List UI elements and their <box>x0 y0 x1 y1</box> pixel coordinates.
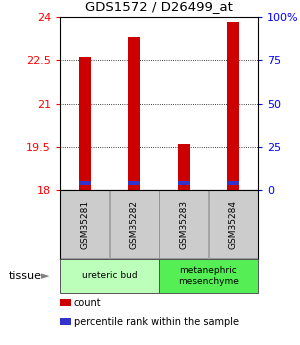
Bar <box>110 190 158 258</box>
Text: GSM35283: GSM35283 <box>179 200 188 249</box>
Bar <box>61 190 109 258</box>
Title: GDS1572 / D26499_at: GDS1572 / D26499_at <box>85 0 233 13</box>
Text: count: count <box>74 298 101 307</box>
Text: GSM35281: GSM35281 <box>80 200 89 249</box>
Text: ►: ► <box>41 271 49 281</box>
Bar <box>178 144 190 190</box>
Bar <box>61 259 158 293</box>
Bar <box>160 190 208 258</box>
Bar <box>227 21 239 190</box>
Bar <box>227 181 239 185</box>
Bar <box>128 181 140 185</box>
Bar <box>178 181 190 185</box>
Text: metanephric
mesenchyme: metanephric mesenchyme <box>178 266 239 286</box>
Bar <box>160 259 257 293</box>
Text: GSM35282: GSM35282 <box>130 200 139 249</box>
Bar <box>79 181 91 185</box>
Text: tissue: tissue <box>9 271 42 281</box>
Bar <box>79 58 91 190</box>
Text: percentile rank within the sample: percentile rank within the sample <box>74 317 238 326</box>
Bar <box>128 37 140 190</box>
Text: ureteric bud: ureteric bud <box>82 272 137 280</box>
Bar <box>209 190 257 258</box>
Text: GSM35284: GSM35284 <box>229 200 238 249</box>
